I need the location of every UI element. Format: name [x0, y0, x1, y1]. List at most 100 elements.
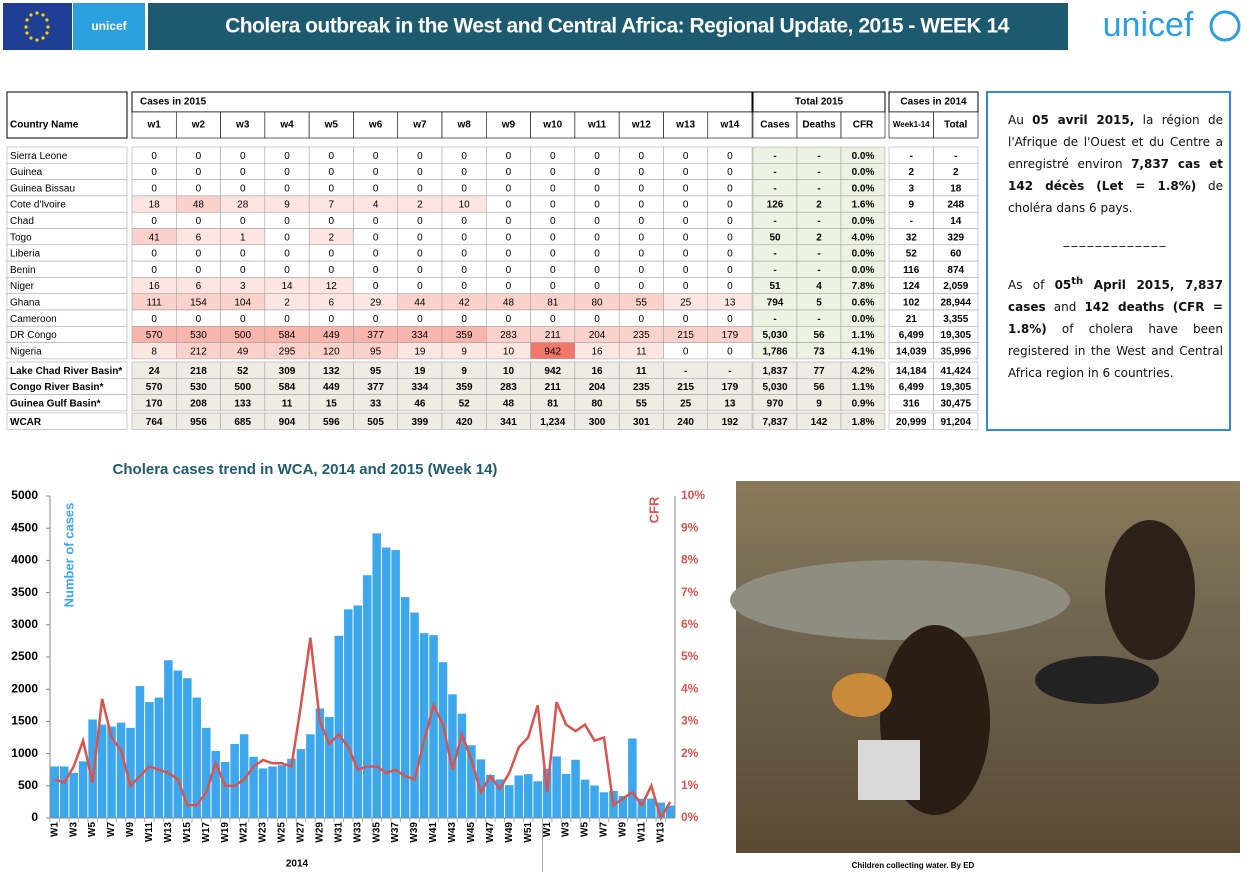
table-value: 4 [373, 200, 379, 211]
photo-basin [1035, 656, 1159, 704]
table-value: 0 [639, 265, 645, 276]
table-value: 0 [683, 232, 689, 243]
x-tick-label: W19 [220, 822, 231, 843]
table-value: 0 [329, 167, 335, 178]
bar [192, 697, 202, 818]
table-value: 19,305 [940, 330, 971, 341]
x-tick-label: W11 [144, 822, 155, 842]
x-tick-label: W27 [296, 822, 307, 843]
table-value: 0 [461, 249, 467, 260]
table-value: 0 [240, 151, 246, 162]
table-value: 170 [146, 398, 163, 409]
table-value: 48 [503, 398, 515, 409]
table-value: 0 [683, 151, 689, 162]
table-value: 0 [727, 346, 733, 357]
table-value: 19 [414, 346, 426, 357]
table-value: 2 [953, 167, 959, 178]
row-label: Guinea Bissau [10, 183, 75, 194]
table-value: 19,305 [940, 382, 971, 393]
bar [50, 766, 59, 818]
table-value: - [684, 366, 687, 377]
table-value: 0 [284, 249, 290, 260]
bar [201, 727, 211, 818]
table-value: 942 [544, 366, 561, 377]
table-value: 29 [370, 297, 382, 308]
table-value: 51 [769, 281, 781, 292]
table-value: 21 [906, 314, 918, 325]
photo-can [858, 740, 920, 800]
table-value: 111 [147, 297, 163, 308]
table-value: 0.0% [852, 167, 875, 178]
row-label: Guinea [10, 167, 43, 178]
table-value: 0 [417, 183, 423, 194]
y-tick-label: 2000 [11, 681, 38, 695]
table-value: 570 [146, 330, 163, 341]
table-value: 329 [947, 232, 964, 243]
table-value: 4.2% [852, 366, 875, 377]
table-value: 1.6% [852, 200, 875, 211]
row-label: Guinea Gulf Basin* [10, 398, 101, 409]
bar [277, 765, 287, 818]
table-value: 48 [503, 297, 515, 308]
table-value: 0 [727, 249, 733, 260]
table-value: 530 [190, 382, 207, 393]
table-value: 500 [234, 382, 251, 393]
logo-emblem [1209, 10, 1241, 42]
table-value: 0 [594, 216, 600, 227]
table-value: 0 [151, 183, 157, 194]
column-header-box [707, 111, 753, 139]
table-value: 0 [506, 232, 512, 243]
table-value: 584 [279, 330, 296, 341]
table-value: 10 [459, 200, 471, 211]
x-tick-label: W43 [447, 822, 458, 843]
cfr-line [54, 637, 672, 822]
bar [467, 745, 476, 818]
x-tick-label: W41 [428, 822, 439, 843]
x-tick-label: W47 [485, 822, 496, 843]
table-value: 0 [506, 265, 512, 276]
x-tick-label: W49 [504, 822, 515, 843]
table-value: 0 [373, 314, 379, 325]
table-value: 0 [639, 151, 645, 162]
x-tick-label: W33 [352, 822, 363, 843]
bar [344, 609, 353, 818]
year-label: 2014 [286, 859, 309, 870]
table-value: 46 [414, 398, 426, 409]
table-value: 0.0% [852, 249, 875, 260]
table-value: 25 [680, 297, 692, 308]
bar [325, 716, 334, 818]
table-value: 95 [370, 346, 382, 357]
table-value: 0 [461, 167, 467, 178]
table-value: 0 [594, 281, 600, 292]
table-value: 0 [683, 314, 689, 325]
y-tick-label: 0 [31, 810, 38, 824]
table-value: 0 [639, 314, 645, 325]
table-value: 0 [196, 151, 202, 162]
bar [486, 774, 495, 818]
table-value: 126 [767, 200, 784, 211]
bar [637, 798, 647, 818]
table-value: 0 [240, 216, 246, 227]
bar [249, 756, 258, 818]
table-value: 300 [589, 417, 606, 428]
table-value: 1.8% [852, 417, 875, 428]
table-value: 0 [683, 216, 689, 227]
bar [656, 802, 666, 818]
note-run: 05 [1054, 278, 1072, 292]
table-value: - [910, 216, 913, 227]
table-value: 50 [769, 232, 781, 243]
table-value: 0 [594, 167, 600, 178]
table-value: 0 [550, 314, 556, 325]
x-tick-label: W3 [68, 822, 79, 837]
x-tick-label: W1 [49, 822, 60, 837]
bar [362, 575, 372, 818]
table-value: 16 [591, 366, 603, 377]
bar [173, 670, 183, 818]
table-value: 0 [550, 167, 556, 178]
table-value: 316 [903, 398, 920, 409]
table-value: 9 [284, 200, 290, 211]
table-value: 0 [417, 281, 423, 292]
bar [220, 761, 230, 818]
table-cell [6, 394, 128, 412]
